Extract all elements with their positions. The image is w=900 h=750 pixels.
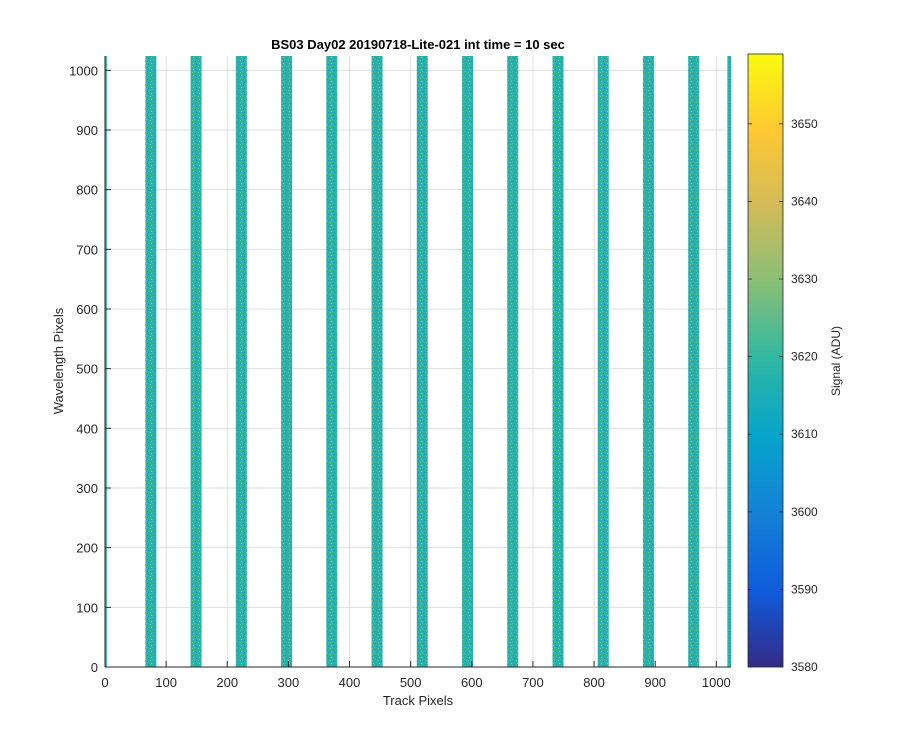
x-tick-label: 300 [278, 675, 300, 690]
signal-stripe [105, 56, 107, 667]
colorbar-tick-labels: 3580 3590 3600 3610 3620 3630 3640 3650 [748, 117, 818, 674]
colorbar-tick-label: 3590 [791, 582, 818, 596]
x-axis-label: Track Pixels [383, 693, 454, 708]
y-tick-label: 600 [76, 302, 98, 317]
axes-lines [104, 56, 731, 668]
signal-stripe [642, 56, 654, 667]
colorbar: 3580 3590 3600 3610 3620 3630 3640 3650 Signal … [747, 53, 843, 674]
colorbar-tick-label: 3580 [791, 660, 818, 674]
y-tick-label: 400 [76, 421, 98, 436]
x-tick-label: 100 [155, 675, 177, 690]
x-tick-label: 900 [644, 675, 666, 690]
colorbar-label: Signal (ADU) [829, 326, 843, 396]
plot-area: 0 100 200 300 400 500 600 700 800 900 1000 0 100 200… [69, 56, 731, 690]
colorbar-tick-label: 3600 [791, 505, 818, 519]
y-tick-label: 800 [76, 183, 98, 198]
x-tick-label: 0 [101, 675, 108, 690]
x-tick-label: 400 [339, 675, 361, 690]
colorbar-tick-label: 3640 [791, 194, 818, 208]
signal-stripe [688, 56, 700, 667]
signal-stripe [552, 56, 564, 667]
y-tick-label: 300 [76, 481, 98, 496]
y-tick-label: 500 [76, 362, 98, 377]
colorbar-gradient [747, 53, 784, 668]
y-tick-label: 700 [76, 242, 98, 257]
signal-stripe [727, 56, 731, 667]
signal-stripe [281, 56, 293, 667]
signal-stripe [416, 56, 428, 667]
x-tick-label: 200 [216, 675, 238, 690]
y-tick-label: 100 [76, 600, 98, 615]
x-tick-label: 800 [583, 675, 605, 690]
signal-stripe [190, 56, 202, 667]
y-tick-label: 900 [76, 123, 98, 138]
chart-title: BS03 Day02 20190718-Lite-021 int time = … [271, 37, 565, 52]
x-tick-label: 600 [461, 675, 483, 690]
signal-stripe [597, 56, 609, 667]
signal-stripe [235, 56, 247, 667]
y-axis-label: Wavelength Pixels [51, 307, 66, 414]
y-tick-labels: 0 100 200 300 400 500 600 700 800 900 1000 [69, 63, 111, 675]
colorbar-tick-label: 3610 [791, 427, 818, 441]
colorbar-tick-label: 3620 [791, 350, 818, 364]
signal-stripe [371, 56, 383, 667]
x-tick-labels: 0 100 200 300 400 500 600 700 800 900 1000 [101, 661, 731, 690]
colorbar-tick-label: 3630 [791, 272, 818, 286]
x-tick-label: 500 [400, 675, 422, 690]
signal-stripe [326, 56, 338, 667]
x-tick-label: 1000 [702, 675, 731, 690]
signal-stripe [507, 56, 519, 667]
signal-stripe [145, 56, 157, 667]
heatmap-stripes [105, 56, 731, 667]
signal-stripe [462, 56, 474, 667]
y-tick-label: 1000 [69, 63, 98, 78]
colorbar-tick-label: 3650 [791, 117, 818, 131]
y-tick-label: 200 [76, 541, 98, 556]
x-tick-label: 700 [522, 675, 544, 690]
y-tick-label: 0 [91, 660, 98, 675]
